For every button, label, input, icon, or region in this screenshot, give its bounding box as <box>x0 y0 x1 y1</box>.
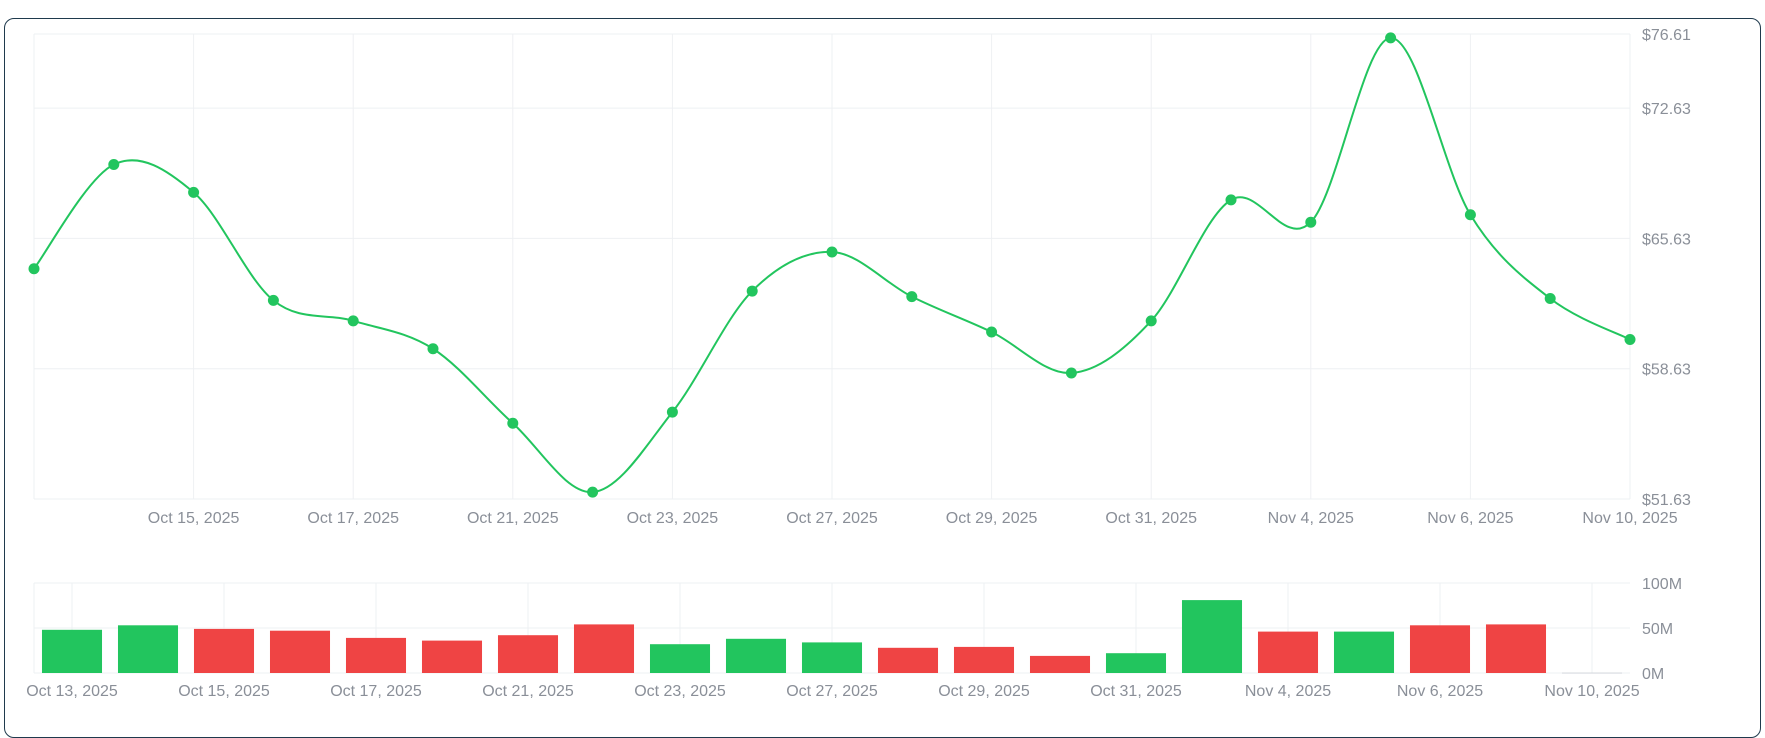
volume-y-tick: 50M <box>1642 621 1673 638</box>
volume-bar <box>1029 655 1091 673</box>
price-x-tick: Oct 31, 2025 <box>1105 510 1197 527</box>
price-x-tick: Oct 17, 2025 <box>307 510 399 527</box>
price-point <box>1464 209 1476 221</box>
price-y-tick: $58.63 <box>1642 362 1691 379</box>
volume-x-tick: Oct 17, 2025 <box>330 683 422 700</box>
stock-chart: $76.61 $72.63 $65.63 $58.63 $51.63 Oct 15, 20… <box>26 27 1691 700</box>
volume-bar <box>877 647 939 673</box>
price-x-tick: Nov 10, 2025 <box>1582 510 1677 527</box>
price-x-tick: Oct 27, 2025 <box>786 510 878 527</box>
volume-bar <box>1409 625 1471 673</box>
volume-x-tick: Oct 23, 2025 <box>634 683 726 700</box>
volume-bar <box>953 646 1015 673</box>
volume-bar <box>1181 600 1243 673</box>
price-point <box>1305 216 1317 228</box>
volume-x-tick: Nov 6, 2025 <box>1397 683 1483 700</box>
price-x-tick: Nov 4, 2025 <box>1268 510 1354 527</box>
price-x-tick: Oct 15, 2025 <box>148 510 240 527</box>
price-point <box>666 406 678 418</box>
price-point <box>587 486 599 498</box>
price-line <box>33 36 1631 494</box>
volume-bar <box>1561 672 1623 674</box>
volume-y-tick: 100M <box>1642 576 1682 593</box>
price-point <box>826 246 838 258</box>
volume-y-tick: 0M <box>1642 666 1664 683</box>
volume-bar <box>1105 653 1167 673</box>
price-y-tick: $76.61 <box>1642 27 1691 44</box>
price-point <box>188 186 200 198</box>
price-point <box>1065 367 1077 379</box>
price-point <box>1145 315 1157 327</box>
volume-bar <box>117 625 179 673</box>
volume-bar <box>725 638 787 673</box>
price-point <box>1385 32 1397 44</box>
price-y-tick: $72.63 <box>1642 101 1691 118</box>
volume-bar <box>573 624 635 673</box>
volume-x-tick: Oct 31, 2025 <box>1090 683 1182 700</box>
price-point <box>28 263 40 275</box>
volume-bar <box>1333 631 1395 673</box>
price-x-tick: Nov 6, 2025 <box>1427 510 1513 527</box>
volume-x-tick: Nov 10, 2025 <box>1544 683 1639 700</box>
price-point <box>267 294 279 306</box>
price-point <box>906 291 918 303</box>
price-point <box>108 158 120 170</box>
volume-bar <box>421 640 483 673</box>
price-point <box>986 326 998 338</box>
price-point <box>507 417 519 429</box>
price-x-tick: Oct 29, 2025 <box>946 510 1038 527</box>
price-point <box>746 285 758 297</box>
volume-x-tick: Oct 13, 2025 <box>26 683 118 700</box>
volume-bar <box>1485 624 1547 673</box>
volume-bar <box>497 635 559 673</box>
volume-bar <box>1257 631 1319 673</box>
price-y-tick: $65.63 <box>1642 231 1691 248</box>
volume-bar <box>649 644 711 673</box>
price-x-tick: Oct 23, 2025 <box>627 510 719 527</box>
volume-x-tick: Nov 4, 2025 <box>1245 683 1331 700</box>
volume-bar <box>41 629 103 673</box>
volume-bar <box>345 637 407 673</box>
volume-bar <box>269 630 331 673</box>
price-point <box>1225 194 1237 206</box>
volume-x-tick: Oct 27, 2025 <box>786 683 878 700</box>
price-point <box>1624 333 1636 345</box>
price-point <box>347 315 359 327</box>
volume-x-tick: Oct 15, 2025 <box>178 683 270 700</box>
chart-card <box>4 18 1761 738</box>
volume-x-tick: Oct 21, 2025 <box>482 683 574 700</box>
price-point <box>1544 293 1556 305</box>
volume-bar <box>801 642 863 673</box>
price-y-tick: $51.63 <box>1642 492 1691 509</box>
price-x-tick: Oct 21, 2025 <box>467 510 559 527</box>
volume-bar <box>193 628 255 673</box>
volume-x-tick: Oct 29, 2025 <box>938 683 1030 700</box>
price-point <box>427 343 439 355</box>
